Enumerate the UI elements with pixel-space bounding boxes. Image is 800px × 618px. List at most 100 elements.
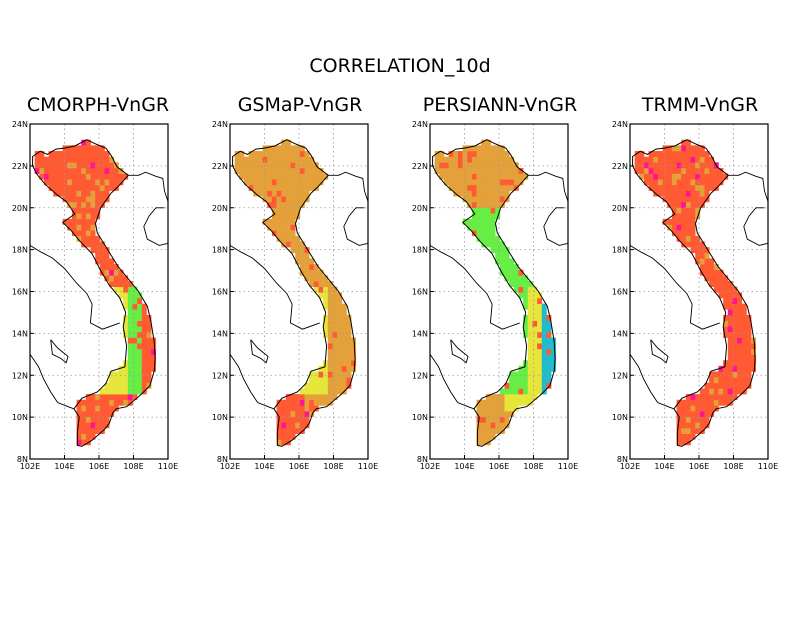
map-panel-1: 102E 104E 106E 108E 110E8N10N12N14N16N18N20N… (212, 120, 378, 471)
grid-cell (457, 162, 463, 169)
grid-cell (95, 196, 101, 203)
grid-cell (434, 167, 440, 174)
grid-cell (746, 343, 752, 350)
grid-cell (127, 281, 133, 287)
grid-cell (551, 354, 557, 361)
grid-cell (476, 428, 482, 434)
grid-cell (513, 281, 519, 287)
grid-cell (132, 331, 138, 338)
grid-cell (481, 139, 487, 146)
grid-cell (323, 286, 329, 293)
grid-cell (518, 286, 524, 293)
grid-cell (541, 303, 547, 310)
grid-cell (271, 218, 277, 225)
grid-cell (137, 314, 143, 321)
grid-cell (485, 224, 491, 231)
grid-cell (718, 286, 724, 293)
grid-cell (304, 156, 310, 163)
grid-cell (746, 331, 752, 338)
grid-cell (518, 388, 524, 395)
grid-cell (723, 371, 729, 378)
grid-cell (57, 167, 63, 174)
grid-cell (727, 331, 733, 338)
grid-cell (467, 184, 473, 191)
grid-cell (495, 252, 501, 259)
grid-cell (323, 173, 329, 180)
grid-cell (285, 241, 291, 248)
grid-cell (485, 173, 491, 180)
grid-cell (532, 343, 538, 350)
grid-cell (90, 190, 96, 197)
grid-cell (323, 320, 329, 327)
grid-cell (253, 167, 259, 174)
grid-cell (113, 167, 119, 174)
grid-cell (499, 399, 505, 406)
lon-tick-label: 104E (654, 462, 674, 471)
grid-cell (81, 162, 87, 169)
grid-cell (81, 201, 87, 208)
grid-cell (467, 179, 473, 186)
grid-cell (471, 167, 477, 174)
grid-cell (690, 241, 696, 248)
grid-cell (132, 354, 138, 361)
grid-cell (43, 167, 49, 174)
grid-cell (67, 184, 73, 191)
grid-cell (90, 151, 96, 157)
grid-cell (504, 411, 510, 418)
grid-cell (313, 167, 319, 174)
grid-cell (76, 213, 82, 220)
grid-cell (71, 173, 77, 180)
grid-cell (485, 394, 491, 401)
grid-cell (676, 433, 682, 440)
grid-cell (295, 162, 301, 169)
lat-tick-label: 24N (612, 120, 628, 129)
grid-cell (341, 360, 347, 367)
grid-cell (504, 252, 510, 259)
grid-cell (532, 394, 538, 401)
grid-cell (95, 422, 101, 429)
grid-cell (323, 371, 329, 378)
grid-cell (481, 179, 487, 186)
grid-cell (76, 179, 82, 186)
lat-tick-label: 16N (212, 288, 228, 297)
grid-cell (713, 377, 719, 384)
grid-cell (123, 314, 129, 321)
grid-cell (76, 190, 82, 197)
lat-tick-label: 20N (412, 204, 428, 213)
grid-cell (123, 320, 129, 327)
grid-cell (253, 173, 259, 180)
grid-cell (67, 196, 73, 203)
grid-cell (309, 281, 315, 287)
grid-cell (85, 405, 91, 412)
grid-cell (751, 360, 757, 367)
grid-cell (513, 388, 519, 395)
grid-cell (137, 331, 143, 338)
grid-cell (518, 269, 524, 276)
grid-cell (104, 190, 110, 197)
grid-cell (746, 326, 752, 333)
grid-cell (341, 314, 347, 321)
grid-cell (481, 439, 487, 446)
grid-cell (276, 207, 282, 214)
grid-cell (299, 416, 305, 423)
grid-cell (109, 167, 115, 174)
grid-cell (243, 162, 249, 169)
grid-cell (109, 382, 115, 389)
graticule (230, 124, 368, 459)
grid-cell (495, 179, 501, 186)
grid-cell (346, 320, 352, 327)
grid-cell (341, 331, 347, 338)
grid-cell (285, 167, 291, 174)
grid-cell (290, 241, 296, 248)
grid-cell (657, 179, 663, 186)
grid-cell (653, 156, 659, 163)
grid-cell (304, 151, 310, 157)
grid-cell (737, 388, 743, 395)
grid-cell (43, 179, 49, 186)
grid-cell (132, 286, 138, 293)
grid-cell (639, 162, 645, 169)
grid-cell (132, 337, 138, 344)
grid-cell (690, 422, 696, 429)
grid-cell (323, 382, 329, 389)
neighbor-coastline (429, 354, 475, 410)
